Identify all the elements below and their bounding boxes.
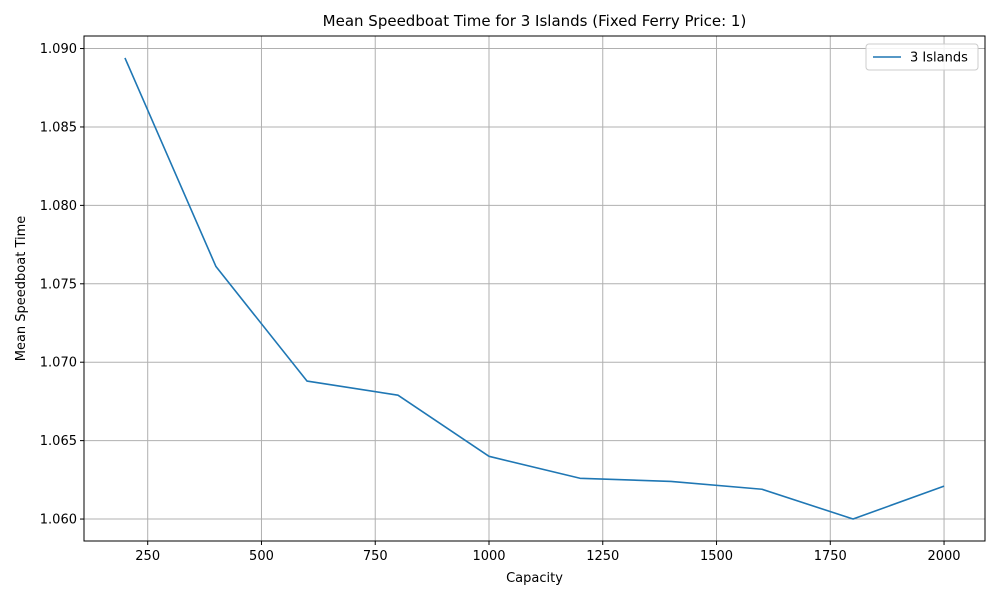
plot-frame [83, 35, 986, 542]
y-tick-label: 1.075 [40, 277, 77, 292]
x-tick-label: 2000 [927, 549, 960, 564]
legend-label: 3 Islands [910, 51, 968, 66]
y-tick-label: 1.070 [40, 356, 77, 371]
ticks: 250 500 750 1000 1250 1500 1750 2000 1.060 1.065 1… [40, 42, 961, 564]
y-tick-label: 1.065 [40, 434, 77, 449]
y-tick-label: 1.090 [40, 42, 77, 57]
x-tick-label: 1500 [700, 549, 733, 564]
y-tick-label: 1.080 [40, 199, 77, 214]
x-tick-label: 1250 [586, 549, 619, 564]
x-tick-label: 1000 [472, 549, 505, 564]
y-tick-label: 1.060 [40, 513, 77, 528]
grid [84, 36, 985, 541]
legend: 3 Islands [865, 43, 979, 71]
legend-box [865, 43, 979, 71]
y-axis-label: Mean Speedboat Time [14, 216, 29, 362]
x-tick-label: 250 [135, 549, 160, 564]
x-tick-label: 500 [249, 549, 274, 564]
series-layer [124, 57, 945, 520]
x-tick-label: 1750 [814, 549, 847, 564]
x-tick-label: 750 [363, 549, 388, 564]
y-tick-label: 1.085 [40, 120, 77, 135]
series-line [124, 57, 945, 520]
x-axis-label: Capacity [506, 571, 563, 586]
chart-title: Mean Speedboat Time for 3 Islands (Fixed… [323, 12, 747, 30]
